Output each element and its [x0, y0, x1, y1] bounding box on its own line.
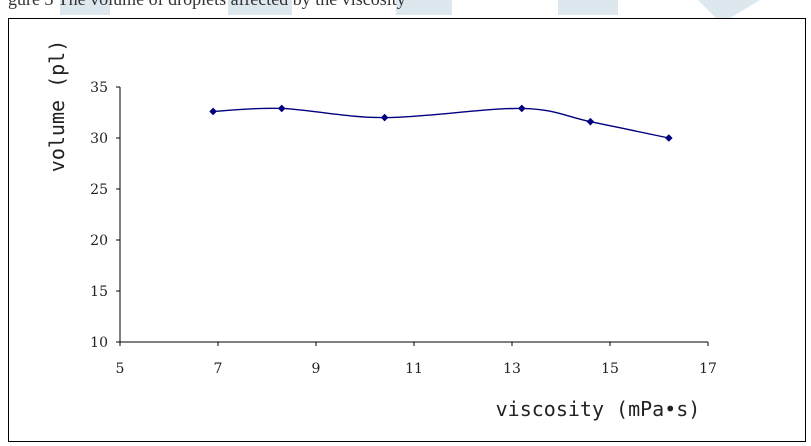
figure-caption: gure 3 The volume of droplets affected b…: [8, 0, 406, 10]
y-tick-label: 25: [90, 182, 108, 198]
x-tick-label: 5: [116, 361, 125, 377]
y-tick-label: 10: [90, 335, 108, 351]
y-ticks: 10 15 20 25 30 35: [90, 80, 120, 351]
x-ticks: 5 7 9 11 13 15 17: [116, 342, 717, 377]
data-point-marker: [277, 104, 286, 113]
x-tick-label: 11: [405, 361, 423, 377]
chart-border: [8, 18, 806, 442]
data-point-marker: [209, 107, 217, 116]
series-line: [213, 107, 669, 139]
data-point-marker: [518, 104, 526, 113]
x-tick-label: 9: [312, 361, 321, 377]
data-point-marker: [665, 134, 673, 142]
y-axis-title: volume (pl): [45, 40, 69, 172]
x-axis-title: viscosity (mPa•s): [496, 397, 701, 421]
x-tick-label: 17: [699, 361, 717, 377]
y-tick-label: 20: [90, 233, 108, 249]
x-tick-label: 13: [503, 361, 521, 377]
x-tick-label: 7: [214, 361, 223, 377]
y-tick-label: 30: [90, 131, 108, 147]
series-layer: [209, 104, 673, 142]
y-tick-label: 35: [90, 80, 108, 96]
data-point-marker: [380, 113, 389, 122]
axes: 10 15 20 25 30 35 5 7 9 11 13 15 17: [90, 80, 717, 377]
y-tick-label: 15: [90, 284, 108, 300]
data-point-marker: [586, 117, 595, 126]
x-tick-label: 15: [601, 361, 619, 377]
